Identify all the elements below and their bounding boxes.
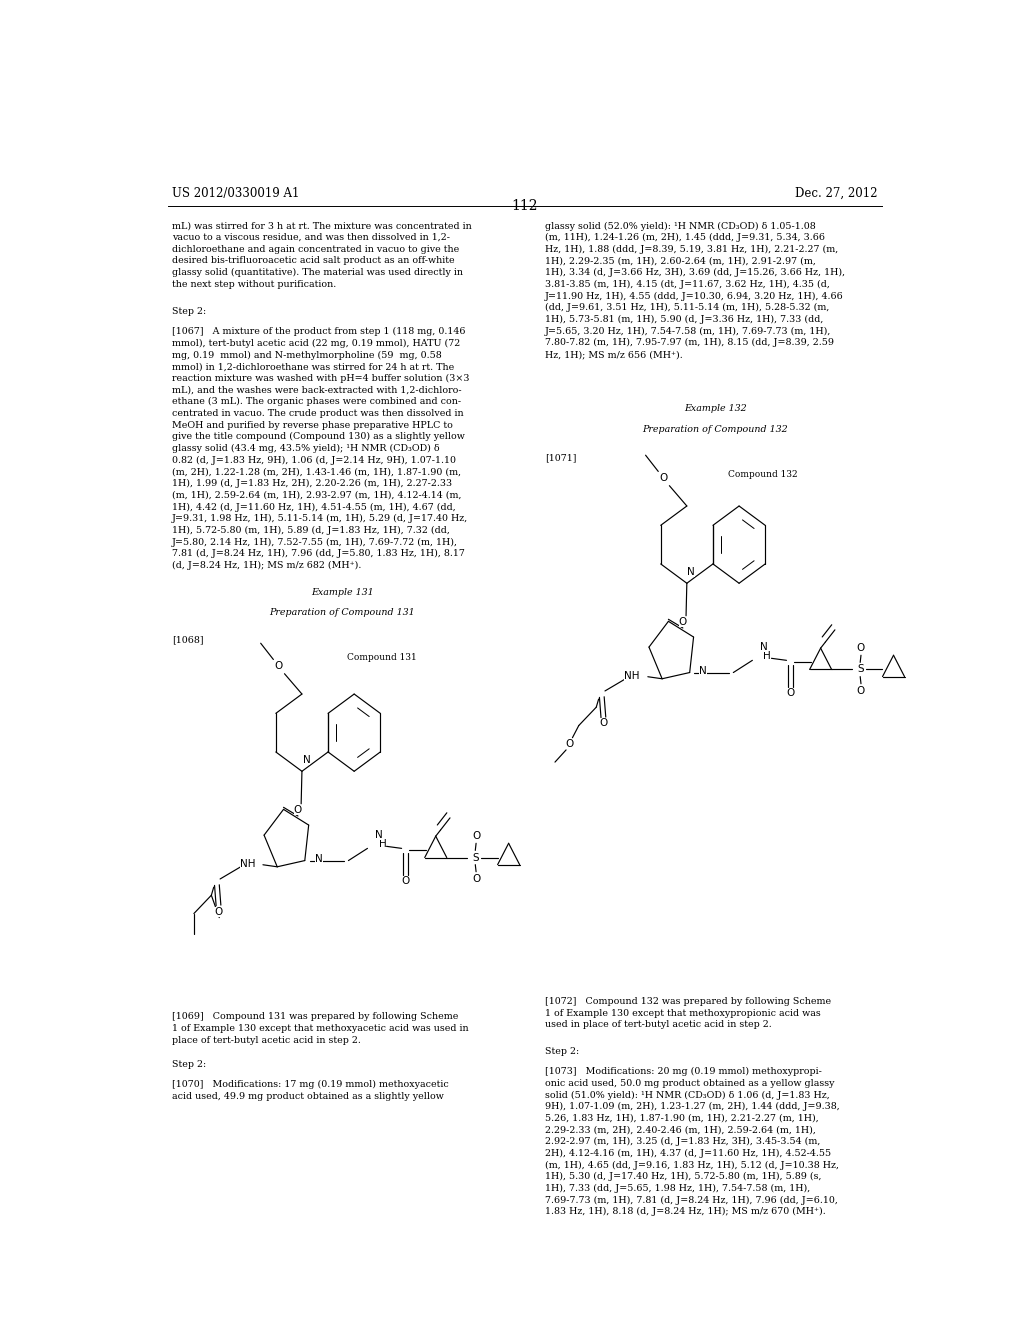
Text: 1H), 2.29-2.35 (m, 1H), 2.60-2.64 (m, 1H), 2.91-2.97 (m,: 1H), 2.29-2.35 (m, 1H), 2.60-2.64 (m, 1H… — [545, 256, 815, 265]
Text: dichloroethane and again concentrated in vacuo to give the: dichloroethane and again concentrated in… — [172, 244, 459, 253]
Text: [1073]   Modifications: 20 mg (0.19 mmol) methoxypropi-: [1073] Modifications: 20 mg (0.19 mmol) … — [545, 1067, 821, 1076]
Text: N: N — [375, 830, 382, 840]
Text: mmol) in 1,2-dichloroethane was stirred for 24 h at rt. The: mmol) in 1,2-dichloroethane was stirred … — [172, 362, 454, 371]
Text: S: S — [857, 664, 863, 675]
Text: 5.26, 1.83 Hz, 1H), 1.87-1.90 (m, 1H), 2.21-2.27 (m, 1H),: 5.26, 1.83 Hz, 1H), 1.87-1.90 (m, 1H), 2… — [545, 1114, 818, 1123]
Text: O: O — [294, 805, 302, 814]
Text: O: O — [214, 907, 222, 916]
Text: 1 of Example 130 except that methoxypropionic acid was: 1 of Example 130 except that methoxyprop… — [545, 1008, 820, 1018]
Text: Step 2:: Step 2: — [172, 1060, 206, 1069]
Text: 1.83 Hz, 1H), 8.18 (d, J=8.24 Hz, 1H); MS m/z 670 (MH⁺).: 1.83 Hz, 1H), 8.18 (d, J=8.24 Hz, 1H); M… — [545, 1208, 825, 1217]
Text: glassy solid (quantitative). The material was used directly in: glassy solid (quantitative). The materia… — [172, 268, 463, 277]
Text: O: O — [565, 739, 573, 748]
Text: N: N — [302, 755, 310, 766]
Text: O: O — [857, 686, 865, 696]
Text: Dec. 27, 2012: Dec. 27, 2012 — [796, 187, 878, 199]
Text: NH: NH — [625, 671, 640, 681]
Text: S: S — [472, 853, 478, 862]
Text: O: O — [658, 473, 668, 483]
Text: (m, 1H), 2.59-2.64 (m, 1H), 2.93-2.97 (m, 1H), 4.12-4.14 (m,: (m, 1H), 2.59-2.64 (m, 1H), 2.93-2.97 (m… — [172, 491, 461, 500]
Text: 1H), 3.34 (d, J=3.66 Hz, 3H), 3.69 (dd, J=15.26, 3.66 Hz, 1H),: 1H), 3.34 (d, J=3.66 Hz, 3H), 3.69 (dd, … — [545, 268, 845, 277]
Text: O: O — [274, 660, 283, 671]
Text: used in place of tert-butyl acetic acid in step 2.: used in place of tert-butyl acetic acid … — [545, 1020, 771, 1030]
Text: centrated in vacuo. The crude product was then dissolved in: centrated in vacuo. The crude product wa… — [172, 409, 463, 418]
Text: Example 131: Example 131 — [311, 589, 374, 598]
Text: [1072]   Compound 132 was prepared by following Scheme: [1072] Compound 132 was prepared by foll… — [545, 997, 830, 1006]
Text: O: O — [679, 616, 687, 627]
Text: N: N — [699, 665, 707, 676]
Text: NH: NH — [240, 859, 255, 869]
Text: mL), and the washes were back-extracted with 1,2-dichloro-: mL), and the washes were back-extracted … — [172, 385, 461, 395]
Text: ethane (3 mL). The organic phases were combined and con-: ethane (3 mL). The organic phases were c… — [172, 397, 461, 407]
Text: [1067]   A mixture of the product from step 1 (118 mg, 0.146: [1067] A mixture of the product from ste… — [172, 327, 465, 337]
Text: vacuo to a viscous residue, and was then dissolved in 1,2-: vacuo to a viscous residue, and was then… — [172, 234, 450, 242]
Text: MeOH and purified by reverse phase preparative HPLC to: MeOH and purified by reverse phase prepa… — [172, 421, 453, 429]
Text: [1069]   Compound 131 was prepared by following Scheme: [1069] Compound 131 was prepared by foll… — [172, 1012, 458, 1022]
Text: H: H — [379, 840, 386, 849]
Text: 1H), 7.33 (dd, J=5.65, 1.98 Hz, 1H), 7.54-7.58 (m, 1H),: 1H), 7.33 (dd, J=5.65, 1.98 Hz, 1H), 7.5… — [545, 1184, 810, 1193]
Text: reaction mixture was washed with pH=4 buffer solution (3×3: reaction mixture was washed with pH=4 bu… — [172, 374, 469, 383]
Text: solid (51.0% yield): ¹H NMR (CD₃OD) δ 1.06 (d, J=1.83 Hz,: solid (51.0% yield): ¹H NMR (CD₃OD) δ 1.… — [545, 1090, 829, 1100]
Text: glassy solid (52.0% yield): ¹H NMR (CD₃OD) δ 1.05-1.08: glassy solid (52.0% yield): ¹H NMR (CD₃O… — [545, 222, 815, 231]
Text: mL) was stirred for 3 h at rt. The mixture was concentrated in: mL) was stirred for 3 h at rt. The mixtu… — [172, 222, 471, 231]
Text: [1070]   Modifications: 17 mg (0.19 mmol) methoxyacetic: [1070] Modifications: 17 mg (0.19 mmol) … — [172, 1080, 449, 1089]
Text: N: N — [687, 568, 695, 577]
Text: N: N — [315, 854, 323, 863]
Text: desired bis-trifluoroacetic acid salt product as an off-white: desired bis-trifluoroacetic acid salt pr… — [172, 256, 455, 265]
Text: 1H), 5.30 (d, J=17.40 Hz, 1H), 5.72-5.80 (m, 1H), 5.89 (s,: 1H), 5.30 (d, J=17.40 Hz, 1H), 5.72-5.80… — [545, 1172, 821, 1181]
Text: acid used, 49.9 mg product obtained as a slightly yellow: acid used, 49.9 mg product obtained as a… — [172, 1092, 443, 1101]
Text: O: O — [472, 832, 480, 841]
Text: 0.82 (d, J=1.83 Hz, 9H), 1.06 (d, J=2.14 Hz, 9H), 1.07-1.10: 0.82 (d, J=1.83 Hz, 9H), 1.06 (d, J=2.14… — [172, 455, 456, 465]
Text: J=5.80, 2.14 Hz, 1H), 7.52-7.55 (m, 1H), 7.69-7.72 (m, 1H),: J=5.80, 2.14 Hz, 1H), 7.52-7.55 (m, 1H),… — [172, 537, 458, 546]
Text: 2.29-2.33 (m, 2H), 2.40-2.46 (m, 1H), 2.59-2.64 (m, 1H),: 2.29-2.33 (m, 2H), 2.40-2.46 (m, 1H), 2.… — [545, 1126, 815, 1134]
Text: 3.81-3.85 (m, 1H), 4.15 (dt, J=11.67, 3.62 Hz, 1H), 4.35 (d,: 3.81-3.85 (m, 1H), 4.15 (dt, J=11.67, 3.… — [545, 280, 829, 289]
Text: 7.69-7.73 (m, 1H), 7.81 (d, J=8.24 Hz, 1H), 7.96 (dd, J=6.10,: 7.69-7.73 (m, 1H), 7.81 (d, J=8.24 Hz, 1… — [545, 1196, 838, 1205]
Text: the next step without purification.: the next step without purification. — [172, 280, 336, 289]
Text: give the title compound (Compound 130) as a slightly yellow: give the title compound (Compound 130) a… — [172, 433, 465, 441]
Text: N: N — [760, 642, 767, 652]
Text: onic acid used, 50.0 mg product obtained as a yellow glassy: onic acid used, 50.0 mg product obtained… — [545, 1078, 835, 1088]
Text: 9H), 1.07-1.09 (m, 2H), 1.23-1.27 (m, 2H), 1.44 (ddd, J=9.38,: 9H), 1.07-1.09 (m, 2H), 1.23-1.27 (m, 2H… — [545, 1102, 840, 1111]
Text: [1071]: [1071] — [545, 453, 577, 462]
Text: O: O — [857, 643, 865, 653]
Text: place of tert-butyl acetic acid in step 2.: place of tert-butyl acetic acid in step … — [172, 1036, 360, 1044]
Text: (m, 1H), 4.65 (dd, J=9.16, 1.83 Hz, 1H), 5.12 (d, J=10.38 Hz,: (m, 1H), 4.65 (dd, J=9.16, 1.83 Hz, 1H),… — [545, 1160, 839, 1170]
Text: (m, 11H), 1.24-1.26 (m, 2H), 1.45 (ddd, J=9.31, 5.34, 3.66: (m, 11H), 1.24-1.26 (m, 2H), 1.45 (ddd, … — [545, 234, 824, 243]
Text: H: H — [764, 651, 771, 661]
Text: mmol), tert-butyl acetic acid (22 mg, 0.19 mmol), HATU (72: mmol), tert-butyl acetic acid (22 mg, 0.… — [172, 339, 460, 348]
Text: 1H), 5.73-5.81 (m, 1H), 5.90 (d, J=3.36 Hz, 1H), 7.33 (dd,: 1H), 5.73-5.81 (m, 1H), 5.90 (d, J=3.36 … — [545, 315, 823, 323]
Text: 2.92-2.97 (m, 1H), 3.25 (d, J=1.83 Hz, 3H), 3.45-3.54 (m,: 2.92-2.97 (m, 1H), 3.25 (d, J=1.83 Hz, 3… — [545, 1138, 820, 1146]
Text: Example 132: Example 132 — [684, 404, 746, 413]
Text: Hz, 1H); MS m/z 656 (MH⁺).: Hz, 1H); MS m/z 656 (MH⁺). — [545, 350, 682, 359]
Text: O: O — [472, 874, 480, 884]
Text: O: O — [599, 718, 607, 729]
Text: J=11.90 Hz, 1H), 4.55 (ddd, J=10.30, 6.94, 3.20 Hz, 1H), 4.66: J=11.90 Hz, 1H), 4.55 (ddd, J=10.30, 6.9… — [545, 292, 844, 301]
Text: 7.80-7.82 (m, 1H), 7.95-7.97 (m, 1H), 8.15 (dd, J=8.39, 2.59: 7.80-7.82 (m, 1H), 7.95-7.97 (m, 1H), 8.… — [545, 338, 834, 347]
Text: 1H), 1.99 (d, J=1.83 Hz, 2H), 2.20-2.26 (m, 1H), 2.27-2.33: 1H), 1.99 (d, J=1.83 Hz, 2H), 2.20-2.26 … — [172, 479, 452, 488]
Text: O: O — [401, 876, 410, 886]
Text: [1068]: [1068] — [172, 635, 204, 644]
Text: Preparation of Compound 132: Preparation of Compound 132 — [642, 425, 788, 434]
Text: Step 2:: Step 2: — [545, 1047, 579, 1056]
Text: US 2012/0330019 A1: US 2012/0330019 A1 — [172, 187, 299, 199]
Text: (d, J=8.24 Hz, 1H); MS m/z 682 (MH⁺).: (d, J=8.24 Hz, 1H); MS m/z 682 (MH⁺). — [172, 561, 361, 570]
Text: Compound 131: Compound 131 — [347, 653, 417, 663]
Text: 1H), 4.42 (d, J=11.60 Hz, 1H), 4.51-4.55 (m, 1H), 4.67 (dd,: 1H), 4.42 (d, J=11.60 Hz, 1H), 4.51-4.55… — [172, 503, 456, 512]
Text: glassy solid (43.4 mg, 43.5% yield); ¹H NMR (CD₃OD) δ: glassy solid (43.4 mg, 43.5% yield); ¹H … — [172, 444, 439, 453]
Text: J=5.65, 3.20 Hz, 1H), 7.54-7.58 (m, 1H), 7.69-7.73 (m, 1H),: J=5.65, 3.20 Hz, 1H), 7.54-7.58 (m, 1H),… — [545, 326, 831, 335]
Text: Compound 132: Compound 132 — [728, 470, 798, 479]
Text: J=9.31, 1.98 Hz, 1H), 5.11-5.14 (m, 1H), 5.29 (d, J=17.40 Hz,: J=9.31, 1.98 Hz, 1H), 5.11-5.14 (m, 1H),… — [172, 513, 468, 523]
Text: 112: 112 — [512, 199, 538, 213]
Text: Hz, 1H), 1.88 (ddd, J=8.39, 5.19, 3.81 Hz, 1H), 2.21-2.27 (m,: Hz, 1H), 1.88 (ddd, J=8.39, 5.19, 3.81 H… — [545, 244, 838, 253]
Text: O: O — [786, 688, 795, 698]
Text: Preparation of Compound 131: Preparation of Compound 131 — [269, 607, 415, 616]
Text: mg, 0.19  mmol) and N-methylmorpholine (59  mg, 0.58: mg, 0.19 mmol) and N-methylmorpholine (5… — [172, 351, 441, 359]
Text: Step 2:: Step 2: — [172, 306, 206, 315]
Text: 7.81 (d, J=8.24 Hz, 1H), 7.96 (dd, J=5.80, 1.83 Hz, 1H), 8.17: 7.81 (d, J=8.24 Hz, 1H), 7.96 (dd, J=5.8… — [172, 549, 465, 558]
Text: 1 of Example 130 except that methoxyacetic acid was used in: 1 of Example 130 except that methoxyacet… — [172, 1024, 468, 1032]
Text: 1H), 5.72-5.80 (m, 1H), 5.89 (d, J=1.83 Hz, 1H), 7.32 (dd,: 1H), 5.72-5.80 (m, 1H), 5.89 (d, J=1.83 … — [172, 525, 450, 535]
Text: (dd, J=9.61, 3.51 Hz, 1H), 5.11-5.14 (m, 1H), 5.28-5.32 (m,: (dd, J=9.61, 3.51 Hz, 1H), 5.11-5.14 (m,… — [545, 304, 829, 313]
Text: (m, 2H), 1.22-1.28 (m, 2H), 1.43-1.46 (m, 1H), 1.87-1.90 (m,: (m, 2H), 1.22-1.28 (m, 2H), 1.43-1.46 (m… — [172, 467, 461, 477]
Text: 2H), 4.12-4.16 (m, 1H), 4.37 (d, J=11.60 Hz, 1H), 4.52-4.55: 2H), 4.12-4.16 (m, 1H), 4.37 (d, J=11.60… — [545, 1148, 830, 1158]
